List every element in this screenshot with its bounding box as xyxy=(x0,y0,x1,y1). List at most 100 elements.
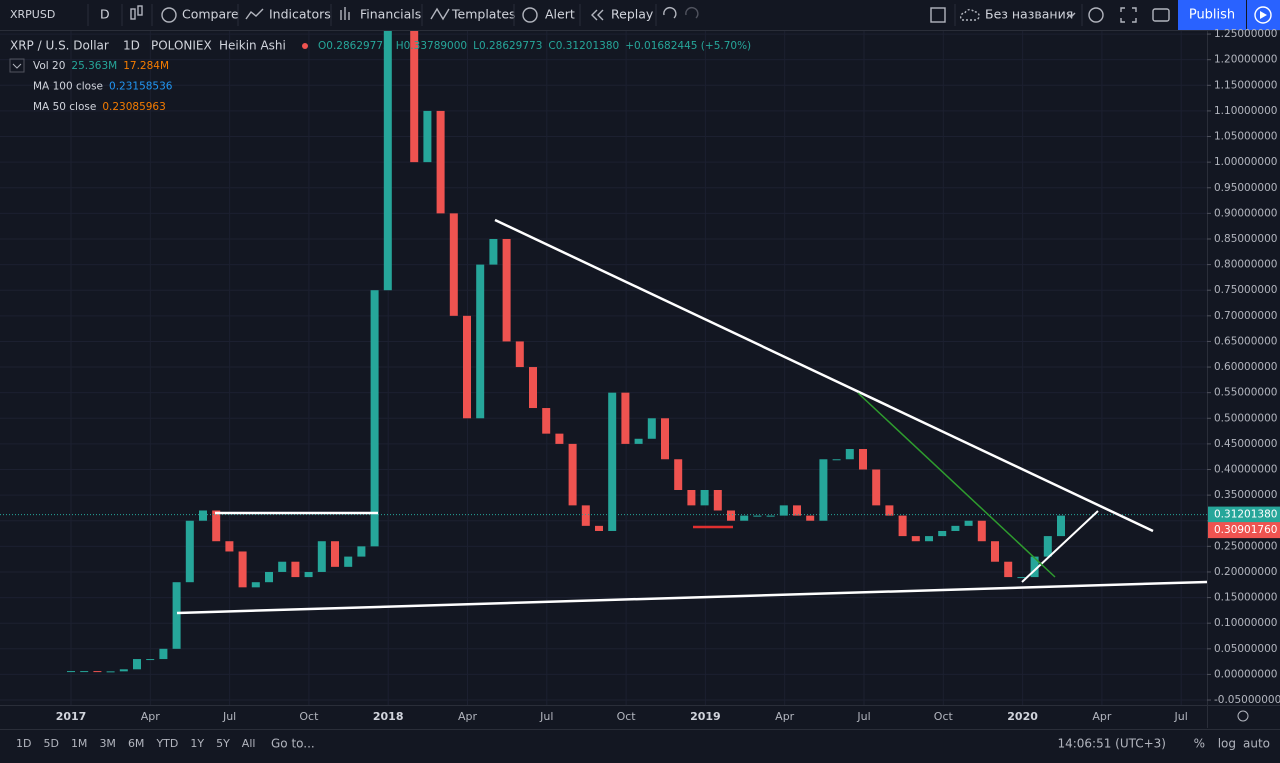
range-button[interactable]: All xyxy=(242,737,256,750)
interval[interactable]: D xyxy=(100,7,110,22)
compare-icon[interactable] xyxy=(161,7,177,23)
candle xyxy=(647,418,656,439)
goto-button[interactable]: Go to... xyxy=(271,737,315,751)
ohlc-value: H0.33789000 xyxy=(396,40,467,52)
candle xyxy=(489,238,498,265)
indicators-icon[interactable] xyxy=(245,8,264,20)
candle xyxy=(595,525,603,531)
indicators-button[interactable]: Indicators xyxy=(269,7,331,22)
candle xyxy=(832,459,841,461)
prev-price-label: 0.30901760 xyxy=(1214,524,1277,536)
candle xyxy=(463,315,471,419)
y-tick-label: 1.10000000 xyxy=(1214,105,1277,117)
candle xyxy=(740,515,749,521)
bottom-bar: 1D 5D 1M 3M 6M YTD 1Y 5Y All xyxy=(16,737,255,750)
candle xyxy=(687,489,696,506)
ohlc-value: O0.28629773 xyxy=(318,40,390,52)
layout-icon[interactable] xyxy=(930,7,946,23)
screenshot-icon[interactable] xyxy=(1152,8,1170,22)
candle xyxy=(753,515,762,517)
financials-icon[interactable] xyxy=(340,7,350,20)
candle xyxy=(502,238,511,342)
x-tick-label: 2020 xyxy=(1007,710,1038,723)
y-tick-label: 0.05000000 xyxy=(1214,643,1277,655)
chart-style-icon[interactable] xyxy=(130,5,143,20)
log-toggle[interactable]: log xyxy=(1218,737,1236,751)
fullscreen-icon[interactable] xyxy=(1120,7,1137,23)
indicator-value: 0.23158536 xyxy=(109,81,173,93)
trend-line xyxy=(857,392,1056,578)
candle xyxy=(964,520,973,526)
publish-button[interactable] xyxy=(1178,0,1246,30)
candle xyxy=(713,489,722,511)
templates-button[interactable]: Templates xyxy=(451,7,516,22)
plot xyxy=(0,31,1207,673)
layout-name[interactable]: Без названия xyxy=(985,7,1073,22)
candle xyxy=(977,520,986,542)
x-tick-label: Oct xyxy=(617,710,637,723)
y-tick-label: 1.00000000 xyxy=(1214,156,1277,168)
range-button[interactable]: YTD xyxy=(155,737,178,750)
y-tick-label: 1.20000000 xyxy=(1214,54,1277,66)
legend-style: Heikin Ashi xyxy=(219,39,286,53)
candle xyxy=(1043,536,1052,557)
trend-line xyxy=(176,580,1207,615)
settings-icon[interactable] xyxy=(1088,7,1104,23)
financials-button[interactable]: Financials xyxy=(360,7,421,22)
candle xyxy=(529,367,537,409)
candle xyxy=(806,515,815,521)
replay-icon[interactable] xyxy=(597,9,604,21)
range-button[interactable]: 1Y xyxy=(190,737,204,750)
percent-toggle[interactable]: % xyxy=(1194,737,1205,751)
replay-button[interactable]: Replay xyxy=(611,7,654,22)
candle xyxy=(766,515,775,517)
range-button[interactable]: 1D xyxy=(16,737,31,750)
auto-toggle[interactable]: auto xyxy=(1243,737,1270,751)
candle xyxy=(67,671,75,673)
undo[interactable] xyxy=(663,7,677,19)
x-tick-label: Apr xyxy=(1092,710,1112,723)
toolbar xyxy=(0,0,1280,30)
alert-button[interactable]: Alert xyxy=(545,7,575,22)
range-button[interactable]: 5D xyxy=(43,737,58,750)
candle xyxy=(225,541,234,552)
range-button[interactable]: 6M xyxy=(128,737,145,750)
range-button[interactable]: 3M xyxy=(99,737,116,750)
range-button[interactable]: 1M xyxy=(71,737,88,750)
candle xyxy=(911,536,920,542)
x-tick-label: Oct xyxy=(299,710,319,723)
legend-interval: 1D xyxy=(123,39,140,53)
candle xyxy=(357,546,366,557)
candle xyxy=(265,571,273,583)
y-tick-label: 0.45000000 xyxy=(1214,438,1277,450)
candle xyxy=(331,541,339,567)
range-button[interactable]: 5Y xyxy=(216,737,230,750)
candle xyxy=(568,443,577,506)
candle xyxy=(581,505,590,526)
redo[interactable] xyxy=(685,7,699,19)
x-tick-label: Jul xyxy=(856,710,870,723)
candle xyxy=(661,418,669,460)
layout-menu[interactable] xyxy=(1066,12,1076,18)
candle xyxy=(476,264,485,419)
symbol[interactable]: XRPUSD xyxy=(10,8,55,21)
y-tick-label: 1.15000000 xyxy=(1214,79,1277,91)
candle xyxy=(727,510,735,521)
candle xyxy=(515,341,524,368)
replay-icon[interactable] xyxy=(591,9,598,21)
axis-settings[interactable] xyxy=(1237,710,1249,722)
candle xyxy=(925,536,933,542)
clock: 14:06:51 (UTC+3) xyxy=(1057,737,1166,751)
candle xyxy=(317,541,326,572)
y-tick-label: 0.65000000 xyxy=(1214,335,1277,347)
candle xyxy=(423,110,432,163)
candle xyxy=(119,669,128,672)
candle xyxy=(819,459,828,521)
collapse-button[interactable] xyxy=(9,58,25,73)
compare-button[interactable]: Compare xyxy=(182,7,239,22)
candle xyxy=(146,659,155,661)
alert-icon[interactable] xyxy=(522,7,538,23)
indicator-name: MA 100 close xyxy=(33,81,103,93)
templates-icon[interactable] xyxy=(430,7,450,21)
